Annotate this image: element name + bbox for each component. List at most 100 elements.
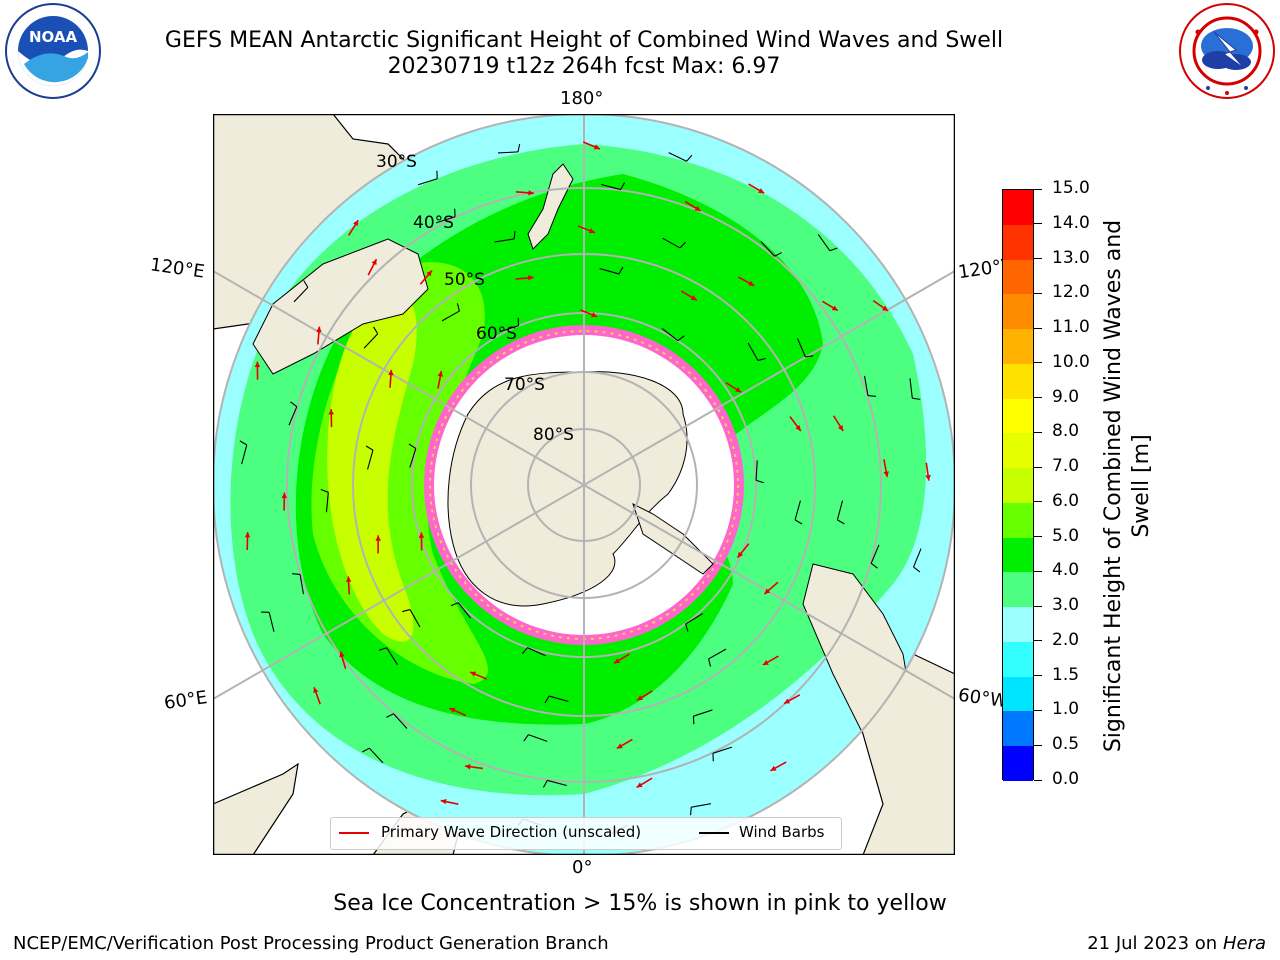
wave-arrowhead xyxy=(795,425,801,431)
wave-arrowhead xyxy=(831,305,838,311)
wind-barb-staff xyxy=(797,338,806,358)
colorbar-segment xyxy=(1003,537,1033,573)
wind-barb-staff xyxy=(599,268,620,275)
chart-subtitle: 20230719 t12z 264h fcst Max: 6.97 xyxy=(387,54,781,79)
wind-barb-flag xyxy=(542,780,548,788)
wind-barb-staff xyxy=(417,178,438,186)
wind-barb-staff xyxy=(494,238,515,243)
wind-barb-staff xyxy=(409,609,421,628)
colorbar-tick-label: 14.0 xyxy=(1052,212,1090,233)
wind-barb-staff xyxy=(548,695,569,702)
wave-arrowhead xyxy=(339,651,345,658)
wind-barb-flag xyxy=(378,647,387,651)
lon-label-60e: 60°E xyxy=(162,687,209,714)
wave-arrowhead xyxy=(426,270,432,277)
wave-arrowhead xyxy=(388,369,394,376)
wind-barb-staff xyxy=(527,647,546,657)
wind-barb-flag xyxy=(867,395,876,397)
wind-barbs-legend-label: Wind Barbs xyxy=(739,823,825,841)
wind-barb-flag xyxy=(456,303,460,312)
wind-barb-staff xyxy=(363,333,379,349)
colorbar-segment xyxy=(1003,294,1033,330)
wave-arrowhead xyxy=(440,798,447,805)
colorbar-tick-label: 2.0 xyxy=(1052,629,1080,650)
wind-barb-flag xyxy=(239,440,248,446)
wind-barb-flag xyxy=(620,182,626,190)
wave-arrowhead xyxy=(690,295,697,301)
colorbar-segment xyxy=(1003,607,1033,643)
colorbar-tick-mark xyxy=(1034,744,1042,746)
wave-arrowhead xyxy=(588,228,595,234)
wind-barb-staff xyxy=(369,747,384,764)
wind-barb-flag xyxy=(544,695,550,704)
wind-barb-staff xyxy=(712,746,733,754)
lat-label-40s: 40°S xyxy=(413,213,454,233)
lon-label-180: 180° xyxy=(560,88,604,109)
wave-arrowhead xyxy=(784,698,791,704)
lat-label-30s: 30°S xyxy=(376,152,417,172)
wave-arrowhead xyxy=(528,190,534,196)
wind-barb-flag xyxy=(794,519,803,525)
wind-barb-flag xyxy=(686,154,693,162)
wind-barb-staff xyxy=(601,183,621,191)
wind-barb-staff xyxy=(794,500,801,521)
lat-label-60s: 60°S xyxy=(476,324,517,344)
lat-label-80s: 80°S xyxy=(533,425,574,445)
wave-arrowhead xyxy=(737,551,744,558)
wind-barb-staff xyxy=(325,492,329,513)
wind-barb-staff xyxy=(528,734,548,742)
lon-label-120e: 120°E xyxy=(148,254,206,283)
colorbar-tick-mark xyxy=(1034,536,1042,538)
wave-arrowhead xyxy=(345,576,352,582)
wind-barb-staff xyxy=(268,612,275,632)
wind-barb-flag xyxy=(290,401,298,408)
wind-barb-staff xyxy=(755,460,758,481)
wind-barb-flag xyxy=(450,602,459,607)
colorbar-tick-label: 6.0 xyxy=(1052,490,1080,511)
lat-label-50s: 50°S xyxy=(444,270,485,290)
colorbar-tick-mark xyxy=(1034,292,1042,294)
wind-barb-staff xyxy=(870,544,880,564)
colorbar xyxy=(1002,189,1034,782)
colorbar-tick-mark xyxy=(1034,362,1042,364)
wind-barb-flag xyxy=(755,479,764,484)
wind-barb-staff xyxy=(435,216,456,224)
sea-ice-note: Sea Ice Concentration > 15% is shown in … xyxy=(333,891,947,916)
colorbar-segment xyxy=(1003,502,1033,539)
footer-date: 21 Jul 2023 on Hera xyxy=(1087,933,1266,954)
wind-barb-staff xyxy=(691,803,712,808)
wind-barb-flag xyxy=(829,247,838,252)
wave-arrowhead xyxy=(636,782,643,788)
wind-barb-staff xyxy=(497,151,519,154)
chart-title: GEFS MEAN Antarctic Significant Height o… xyxy=(164,28,1004,53)
wave-direction-legend-label: Primary Wave Direction (unscaled) xyxy=(381,823,642,841)
wave-arrowhead xyxy=(837,425,844,432)
colorbar-tick-mark xyxy=(1034,431,1042,433)
colorbar-segment xyxy=(1003,746,1033,782)
colorbar-tick-mark xyxy=(1034,605,1042,607)
wave-arrowhead xyxy=(371,259,377,266)
colorbar-segment xyxy=(1003,224,1033,260)
wave-arrowhead xyxy=(882,305,889,311)
map-frame xyxy=(212,113,956,856)
colorbar-tick-label: 13.0 xyxy=(1052,247,1090,268)
colorbar-tick-mark xyxy=(1034,640,1042,642)
wave-arrowhead xyxy=(762,659,769,665)
colorbar-tick-label: 4.0 xyxy=(1052,560,1080,581)
wind-barb-staff xyxy=(367,449,374,470)
wind-barb-staff xyxy=(661,327,679,342)
wind-barb-staff xyxy=(386,647,398,665)
colorbar-segment xyxy=(1003,259,1033,295)
wind-barbs xyxy=(239,143,922,826)
wind-barb-staff xyxy=(863,375,869,396)
colorbar-tick-label: 9.0 xyxy=(1052,386,1080,407)
colorbar-tick-label: 5.0 xyxy=(1052,525,1080,546)
colorbar-tick-label: 3.0 xyxy=(1052,595,1080,616)
wind-barb-staff xyxy=(409,448,417,468)
colorbar-tick-label: 10.0 xyxy=(1052,351,1090,372)
wind-barb-flag xyxy=(362,747,370,753)
wave-arrowhead xyxy=(375,535,381,541)
wind-barb-flag xyxy=(523,734,529,742)
wind-barb-flag xyxy=(837,519,845,525)
wave-arrowhead xyxy=(883,471,889,478)
